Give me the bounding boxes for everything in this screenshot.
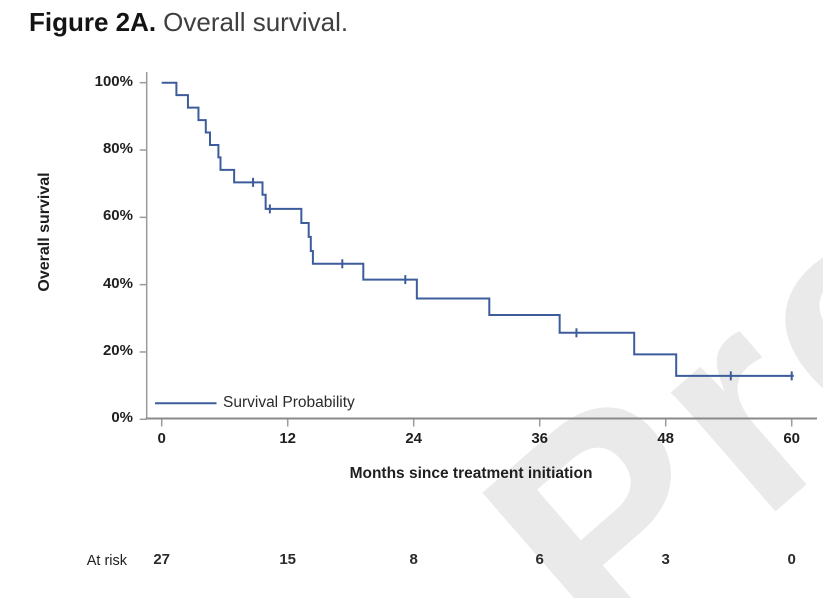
- y-axis-title: Overall survival: [36, 172, 53, 292]
- at-risk-count: 6: [535, 551, 544, 568]
- figure-title: Figure 2A. Overall survival.: [29, 5, 348, 39]
- survival-curve: [161, 81, 794, 377]
- figure-number-label: Figure 2A.: [29, 7, 157, 37]
- at-risk-count: 27: [153, 551, 171, 568]
- figure-caption: Overall survival.: [163, 7, 349, 37]
- at-risk-count: 8: [409, 551, 418, 568]
- x-tick-label: 0: [157, 430, 166, 447]
- x-axis-title: Months since treatment initiation: [349, 465, 593, 482]
- y-tick-label: 40%: [102, 274, 133, 292]
- at-risk-count: 3: [661, 551, 670, 568]
- legend-label: Survival Probability: [223, 394, 355, 411]
- x-tick-label: 36: [531, 430, 549, 447]
- x-tick-label: 60: [783, 430, 801, 447]
- y-tick-label: 0%: [111, 409, 133, 427]
- y-tick-label: 100%: [94, 72, 133, 90]
- at-risk-count: 15: [279, 551, 297, 568]
- x-tick-label: 12: [279, 430, 297, 447]
- y-tick-label: 80%: [102, 140, 133, 158]
- y-tick-label: 60%: [102, 207, 133, 225]
- at-risk-count: 0: [787, 551, 796, 568]
- x-tick-label: 24: [405, 430, 423, 447]
- at-risk-row-label: At risk: [86, 553, 127, 569]
- x-tick-label: 48: [657, 430, 675, 447]
- y-tick-label: 20%: [102, 341, 133, 359]
